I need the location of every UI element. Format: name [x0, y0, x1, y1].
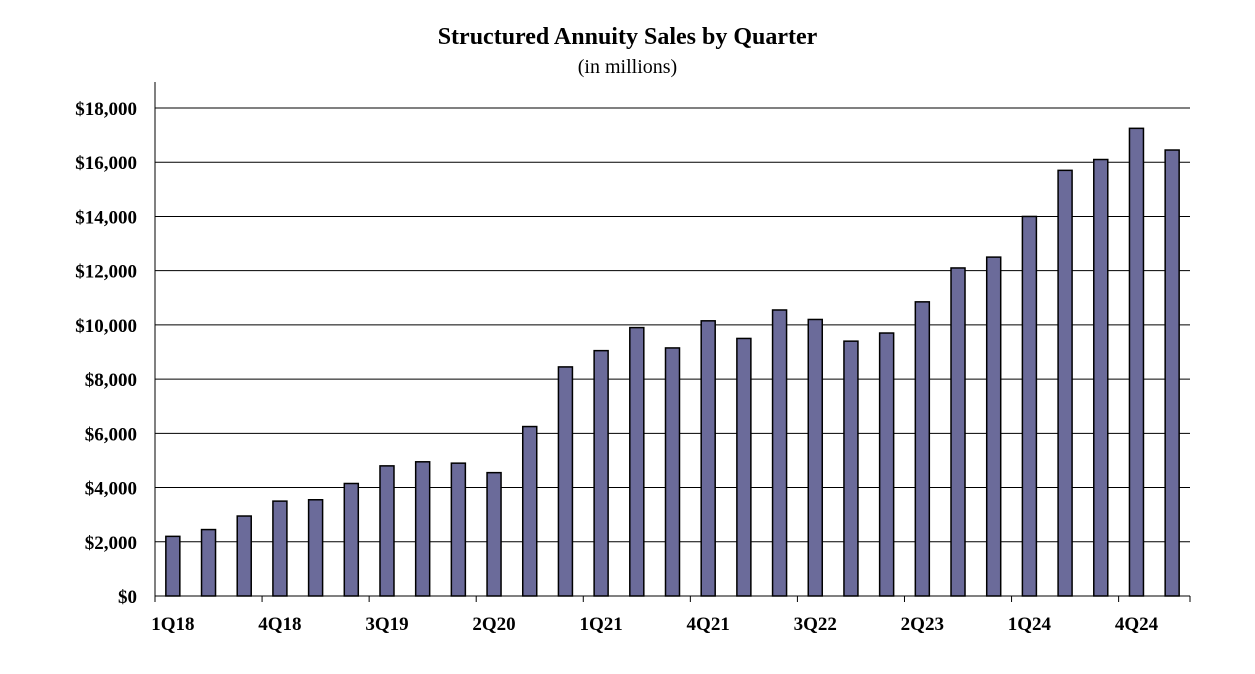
bar-1Q23 — [878, 332, 895, 597]
bar-2Q20 — [486, 471, 502, 597]
y-tick-label: $12,000 — [75, 262, 137, 283]
x-tick-labels: 1Q18 4Q18 3Q19 2Q20 1Q21 4Q21 3Q22 2Q23 1Q24 4Q24 — [151, 614, 1158, 635]
y-tick-label: $0 — [118, 587, 137, 608]
bar-4Q22 — [843, 340, 859, 597]
bar-4Q24 — [1128, 127, 1145, 597]
bar-4Q20 — [557, 366, 574, 597]
bar-2Q22 — [771, 309, 788, 597]
bar-4Q21 — [700, 320, 716, 597]
bar-4Q18 — [272, 500, 288, 597]
bar-3Q24 — [1093, 158, 1109, 597]
y-tick-label: $4,000 — [85, 479, 137, 500]
x-tick-label: 1Q24 — [1008, 614, 1052, 635]
bars — [165, 127, 1180, 597]
bar-1Q22 — [736, 337, 752, 597]
x-tick-label: 4Q21 — [687, 614, 730, 635]
bar-1Q24 — [1021, 215, 1038, 597]
bar-3Q21 — [664, 347, 681, 597]
bar-2Q23 — [914, 301, 931, 597]
bar-3Q22 — [807, 318, 824, 597]
y-tick-label: $14,000 — [75, 207, 137, 228]
bar-3Q20 — [521, 425, 538, 597]
x-tick-label: 2Q20 — [472, 614, 515, 635]
x-tick-label: 3Q19 — [365, 614, 408, 635]
x-tick-label: 1Q21 — [579, 614, 622, 635]
y-tick-labels: $0 $2,000 $4,000 $6,000 $8,000 $10,000 $12,000… — [75, 99, 137, 608]
bar-2Q21 — [629, 326, 645, 597]
x-tick-label: 1Q18 — [151, 614, 194, 635]
bar-2Q24 — [1057, 169, 1073, 597]
bar-1Q20 — [450, 462, 467, 597]
x-tick-label: 4Q18 — [258, 614, 301, 635]
y-tick-label: $6,000 — [85, 424, 137, 445]
x-tick-label: 2Q23 — [901, 614, 944, 635]
bar-4Q19 — [414, 461, 431, 597]
bar-2Q19 — [343, 482, 360, 597]
y-tick-label: $16,000 — [75, 153, 137, 174]
bar-1Q21 — [593, 349, 609, 597]
y-tick-label: $8,000 — [85, 370, 137, 391]
x-tick-label: 3Q22 — [794, 614, 837, 635]
bar-1Q19 — [307, 499, 324, 597]
bar-3Q18 — [236, 515, 252, 597]
y-tick-label: $10,000 — [75, 316, 137, 337]
chart-subtitle: (in millions) — [577, 56, 678, 78]
bar-4Q23 — [985, 256, 1002, 597]
bar-3Q19 — [379, 465, 395, 597]
bar-3Q23 — [950, 267, 966, 597]
y-tick-label: $18,000 — [75, 99, 137, 120]
x-tick-label: 4Q24 — [1115, 614, 1159, 635]
y-tick-label: $2,000 — [85, 533, 137, 554]
bar-2Q18 — [200, 528, 217, 597]
bar-1Q25 — [1164, 149, 1180, 597]
chart-title: Structured Annuity Sales by Quarter — [437, 24, 818, 50]
bar-1Q18 — [165, 535, 181, 597]
axes — [154, 82, 1191, 602]
